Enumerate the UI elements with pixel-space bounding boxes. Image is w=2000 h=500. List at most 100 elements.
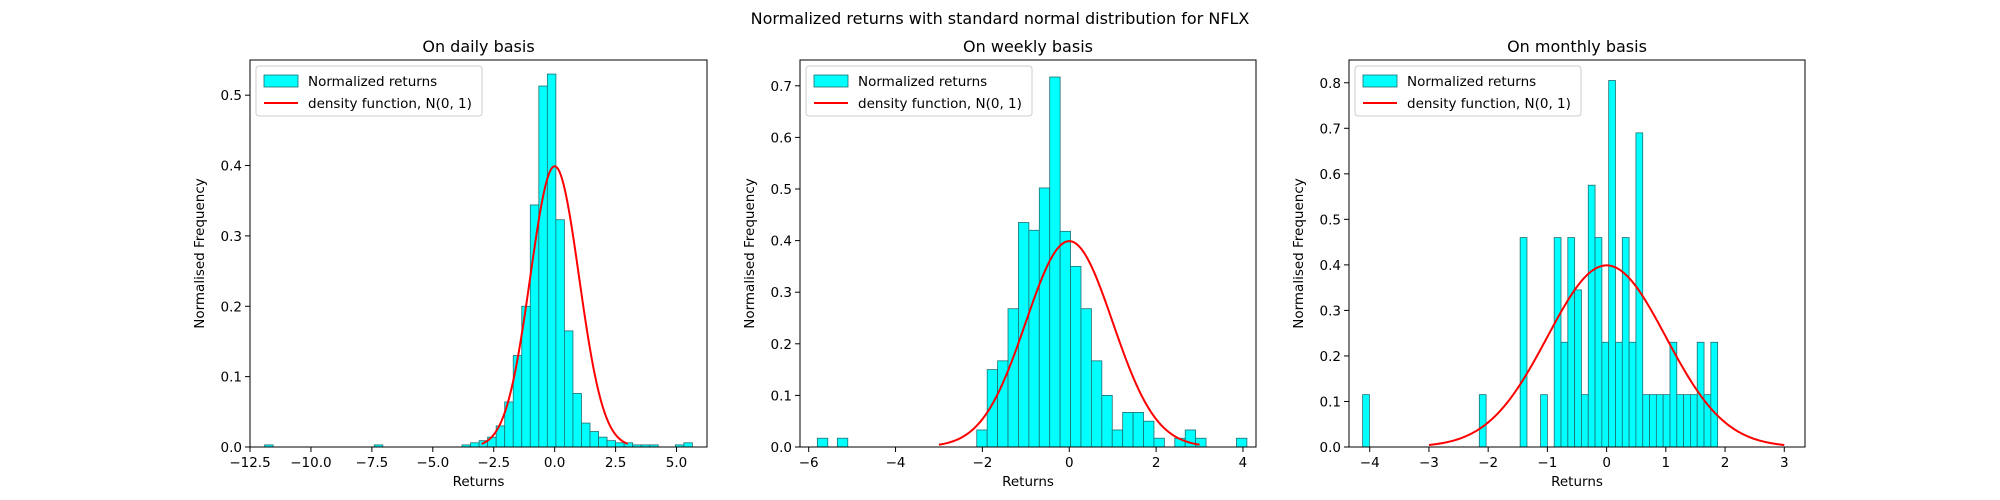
histogram-bar (615, 442, 625, 448)
histogram-bar (1122, 412, 1134, 448)
y-tick-label: 0.2 (771, 337, 792, 353)
x-tick-label: −4 (886, 455, 906, 471)
y-tick-label: 0.1 (221, 370, 242, 386)
x-tick-label: −6 (799, 455, 819, 471)
histogram-bar (1478, 394, 1487, 448)
histogram-bar (1007, 308, 1019, 448)
histogram-bar (538, 85, 548, 448)
histogram-bar (564, 330, 574, 448)
histogram-bar (1642, 394, 1650, 448)
y-tick-label: 0.0 (221, 440, 242, 456)
histogram-bar (512, 355, 523, 448)
x-tick-label: 5.0 (666, 455, 687, 471)
y-tick-label: 0.1 (1320, 394, 1341, 410)
y-tick-label: 0.7 (771, 79, 792, 95)
x-tick-label: −1 (1537, 455, 1557, 471)
histogram-bar (1628, 341, 1637, 448)
y-tick-label: 0.4 (221, 159, 242, 175)
panel-title: On monthly basis (1507, 37, 1647, 56)
legend-swatch-histogram (813, 74, 849, 88)
y-tick-label: 0.8 (1320, 76, 1341, 92)
histogram-bar (1101, 394, 1113, 448)
x-tick-label: −7.5 (355, 455, 388, 471)
density-curve (481, 165, 629, 445)
x-tick-label: −4 (1360, 455, 1380, 471)
histogram-bar (1683, 394, 1691, 448)
legend: Normalized returns density function, N(0,… (805, 65, 1033, 117)
histogram-bar (1587, 184, 1596, 448)
histogram-bar (1655, 394, 1664, 448)
histogram-bar (1553, 237, 1562, 448)
histogram-bar (589, 431, 599, 448)
y-tick-label: 0.3 (1320, 303, 1341, 319)
density-curve (1428, 264, 1785, 446)
histogram-bar (1132, 412, 1144, 448)
legend-box (255, 65, 483, 117)
histogram-bar (546, 73, 557, 448)
histogram-bar (1038, 187, 1051, 448)
histogram-bar (816, 437, 829, 448)
x-axis-label: Returns (453, 474, 505, 490)
histogram-bar (1153, 437, 1165, 448)
y-tick-label: 0.6 (1320, 167, 1341, 183)
histogram-bar (1649, 394, 1657, 448)
x-tick-label: 0 (1065, 455, 1074, 471)
histogram-bar (1567, 237, 1576, 448)
axes-frame (1348, 59, 1806, 448)
y-tick-label: 0.0 (771, 440, 792, 456)
histogram-bar (836, 437, 849, 448)
x-tick-label: −5.0 (416, 455, 449, 471)
chart-panel-1: −12.5 −10.0 −7.5 −5.0 −2.5 0.0 2.5 5.0 0.0 0.1 0.2… (192, 37, 708, 490)
y-axis-label: Normalised Frequency (742, 178, 758, 329)
legend-swatch-histogram (1362, 74, 1398, 88)
axes-frame (249, 59, 708, 448)
x-tick-label: 2 (1721, 455, 1730, 471)
histogram-bar (1560, 341, 1569, 448)
legend-label-histogram: Normalized returns (308, 74, 437, 90)
x-tick-label: −3 (1419, 455, 1439, 471)
y-tick-label: 0.4 (771, 234, 792, 250)
legend-box (805, 65, 1033, 117)
histogram-bar (1070, 265, 1082, 448)
chart-panel-3: −4 −3 −2 −1 0 1 2 3 0.0 0.1 0.2 0.3 0.4 0.5 0.6 0.7 0.8 O… (1291, 37, 1806, 490)
histogram-bar (1059, 230, 1071, 448)
y-tick-label: 0.0 (1320, 440, 1341, 456)
histogram-bar (1574, 289, 1582, 448)
histogram-bar (683, 442, 693, 448)
y-tick-label: 0.5 (771, 182, 792, 198)
x-axis-label: Returns (1002, 474, 1054, 490)
panel-title: On weekly basis (963, 37, 1093, 56)
y-tick-label: 0.5 (1320, 212, 1341, 228)
histogram-bar (1669, 341, 1678, 448)
figure-title: Normalized returns with standard normal … (751, 9, 1250, 28)
y-tick-label: 0.6 (771, 130, 792, 146)
histogram-bar (555, 219, 565, 448)
histogram-bar (1018, 222, 1030, 448)
y-tick-label: 0.2 (221, 299, 242, 315)
y-tick-label: 0.3 (771, 285, 792, 301)
y-axis-label: Normalised Frequency (192, 178, 208, 329)
legend-label-histogram: Normalized returns (858, 74, 987, 90)
y-tick-label: 0.4 (1320, 258, 1341, 274)
y-tick-label: 0.7 (1320, 121, 1341, 137)
x-tick-label: 0 (1602, 455, 1611, 471)
legend-swatch-histogram (263, 74, 299, 88)
histogram-bar (1091, 360, 1103, 448)
histogram-bar (1540, 394, 1548, 448)
panel-title: On daily basis (422, 37, 534, 56)
histogram-bar (1608, 80, 1616, 448)
x-tick-label: 3 (1780, 455, 1789, 471)
y-axis-label: Normalised Frequency (1291, 178, 1307, 329)
x-tick-label: −2 (1478, 455, 1498, 471)
legend-label-histogram: Normalized returns (1407, 74, 1536, 90)
histogram-bar (1195, 437, 1207, 448)
legend-box (1354, 65, 1582, 117)
histogram-bar (1143, 420, 1155, 448)
x-tick-label: −10.0 (290, 455, 331, 471)
legend-label-density: density function, N(0, 1) (858, 96, 1022, 112)
histogram-bar (1236, 437, 1248, 448)
histogram-bar (1615, 341, 1623, 448)
histogram-bar (1049, 76, 1061, 448)
y-tick-label: 0.1 (771, 388, 792, 404)
histogram-bar (572, 393, 582, 448)
